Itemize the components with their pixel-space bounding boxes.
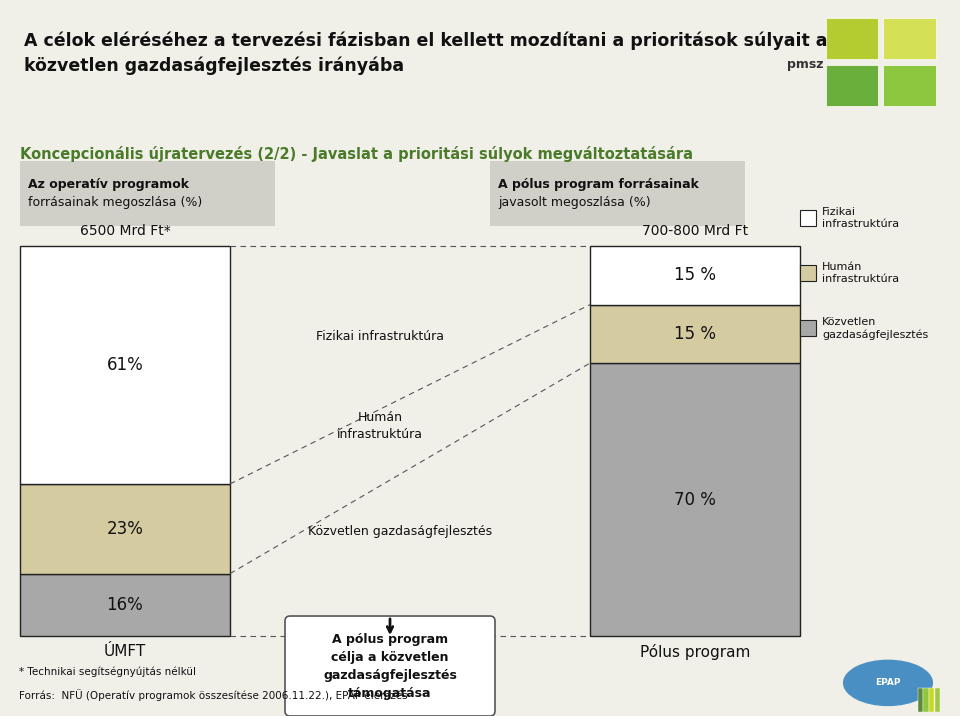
Text: 61%: 61%: [107, 356, 143, 374]
Text: 15 %: 15 %: [674, 325, 716, 343]
Text: pmsz: pmsz: [787, 59, 824, 72]
Bar: [826, 18, 878, 59]
FancyBboxPatch shape: [20, 161, 275, 226]
Bar: [20, 246, 230, 484]
Text: EPAP: EPAP: [876, 678, 900, 687]
Bar: [590, 246, 800, 304]
Text: ÚMFT: ÚMFT: [104, 644, 146, 659]
Text: 31: 31: [900, 687, 922, 702]
Text: Közvetlen gazdaságfejlesztés: Közvetlen gazdaságfejlesztés: [308, 525, 492, 538]
Text: Forrás:  NFÜ (Operatív programok összesítése 2006.11.22.), EPAP elemzés: Forrás: NFÜ (Operatív programok összesít…: [19, 689, 408, 701]
Bar: [20, 574, 230, 636]
Bar: [20, 484, 230, 574]
Text: Közvetlen
gazdaságfejlesztés: Közvetlen gazdaságfejlesztés: [822, 316, 928, 339]
Bar: [800, 210, 816, 226]
Circle shape: [844, 660, 932, 705]
Bar: [590, 304, 800, 363]
Bar: [935, 688, 940, 712]
Text: 700-800 Mrd Ft: 700-800 Mrd Ft: [642, 224, 748, 238]
Text: 23%: 23%: [107, 520, 143, 538]
Text: 6500 Mrd Ft*: 6500 Mrd Ft*: [80, 224, 170, 238]
Text: Koncepcionális újratervezés (2/2) - Javaslat a prioritási súlyok megváltoztatásá: Koncepcionális újratervezés (2/2) - Java…: [20, 146, 693, 162]
Bar: [826, 65, 878, 106]
Bar: [800, 265, 816, 281]
Text: Humán
infrastruktúra: Humán infrastruktúra: [822, 262, 900, 284]
Text: javasolt megoszlása (%): javasolt megoszlása (%): [498, 196, 651, 209]
Bar: [929, 688, 934, 712]
Text: 70 %: 70 %: [674, 490, 716, 508]
Bar: [800, 320, 816, 336]
Text: Fizikai
infrastruktúra: Fizikai infrastruktúra: [822, 207, 900, 229]
Bar: [883, 65, 936, 106]
Bar: [918, 688, 923, 712]
Text: Az operatív programok: Az operatív programok: [28, 178, 189, 191]
Text: 15 %: 15 %: [674, 266, 716, 284]
Text: A célok eléréséhez a tervezési fázisban el kellett mozdítani a prioritások súlya: A célok eléréséhez a tervezési fázisban …: [24, 32, 828, 74]
Bar: [883, 18, 936, 59]
Bar: [924, 688, 928, 712]
Text: * Technikai segítségnyújtás nélkül: * Technikai segítségnyújtás nélkül: [19, 667, 196, 677]
Text: Fizikai infrastruktúra: Fizikai infrastruktúra: [316, 329, 444, 342]
Text: Humán
infrastruktúra: Humán infrastruktúra: [337, 411, 423, 441]
Text: forrásainak megoszlása (%): forrásainak megoszlása (%): [28, 196, 203, 209]
FancyBboxPatch shape: [490, 161, 745, 226]
Text: Pólus program: Pólus program: [639, 644, 750, 660]
FancyBboxPatch shape: [285, 616, 495, 716]
Bar: [590, 363, 800, 636]
Text: A pólus program forrásainak: A pólus program forrásainak: [498, 178, 699, 191]
Text: A pólus program
célja a közvetlen
gazdaságfejlesztés
támogatása: A pólus program célja a közvetlen gazdas…: [324, 632, 457, 700]
Text: 16%: 16%: [107, 596, 143, 614]
